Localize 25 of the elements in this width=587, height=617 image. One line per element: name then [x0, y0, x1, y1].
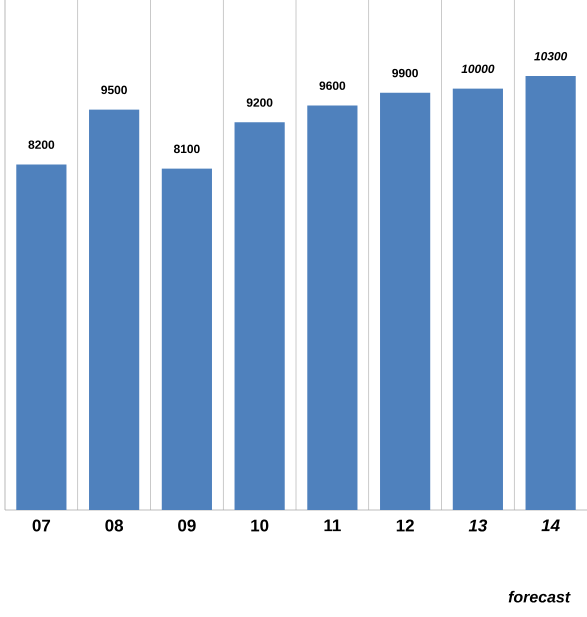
x-tick-label: 12 [396, 520, 414, 532]
bar [526, 76, 576, 510]
data-label: 10000 [461, 64, 494, 74]
x-tick-label: 10 [251, 520, 268, 532]
data-label: 8100 [174, 144, 200, 154]
data-label: 9500 [101, 86, 127, 94]
bar [16, 164, 66, 510]
bar [162, 168, 212, 510]
bar [380, 92, 430, 510]
x-tick-label: 08 [105, 520, 124, 532]
data-label: 9900 [392, 68, 418, 78]
bar [89, 110, 140, 510]
bar [234, 122, 285, 510]
text: forecast [508, 590, 571, 603]
data-label: 9200 [246, 98, 272, 107]
data-label: 9600 [320, 81, 346, 90]
x-tick-label: 07 [32, 520, 50, 532]
x-tick-label: 13 [468, 520, 488, 532]
x-tick-label: 11 [324, 520, 341, 532]
data-label: 10300 [534, 52, 568, 60]
data-label: 8200 [28, 140, 54, 149]
bar [452, 88, 503, 510]
x-tick-label: 14 [541, 520, 560, 532]
x-tick-label: 09 [178, 520, 196, 532]
bar [307, 105, 358, 510]
